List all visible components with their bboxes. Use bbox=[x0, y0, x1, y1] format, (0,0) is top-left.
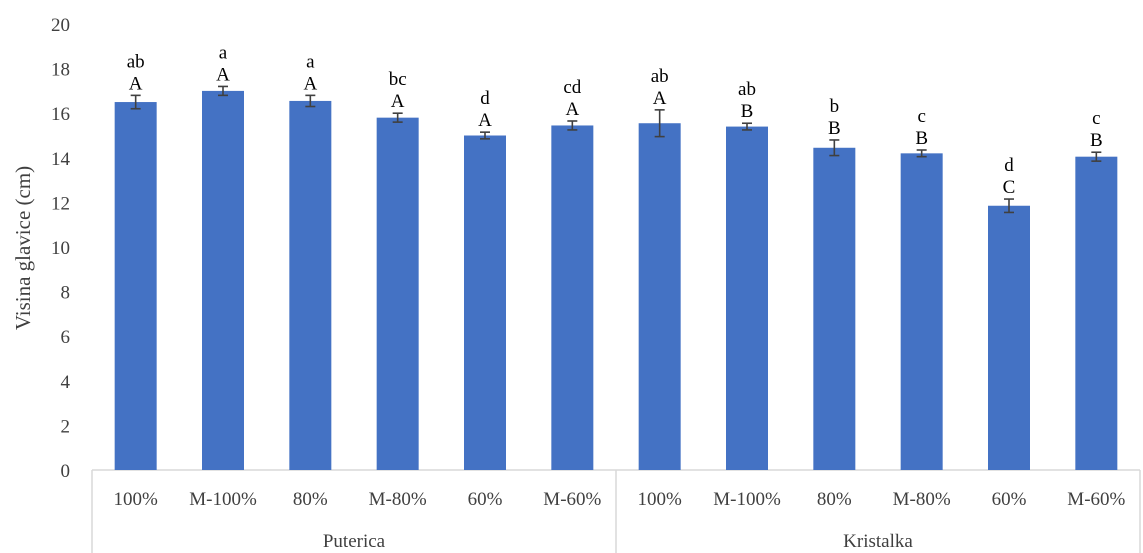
x-group-label: Puterica bbox=[323, 531, 386, 552]
x-category-label: M-100% bbox=[713, 489, 781, 510]
significance-lowercase: cd bbox=[563, 77, 581, 98]
y-tick-label: 2 bbox=[61, 416, 71, 437]
bar bbox=[726, 126, 768, 470]
significance-lowercase: a bbox=[306, 51, 315, 72]
significance-lowercase: b bbox=[830, 96, 840, 117]
y-tick-label: 14 bbox=[51, 149, 71, 170]
y-tick-label: 0 bbox=[61, 461, 71, 482]
x-category-label: M-60% bbox=[1067, 489, 1125, 510]
significance-uppercase: A bbox=[391, 91, 405, 112]
significance-uppercase: B bbox=[1090, 130, 1103, 151]
x-category-label: M-60% bbox=[543, 489, 601, 510]
bar bbox=[900, 153, 943, 470]
significance-uppercase: C bbox=[1003, 177, 1016, 198]
significance-lowercase: bc bbox=[389, 69, 407, 90]
significance-lowercase: ab bbox=[127, 51, 145, 72]
y-axis-label: Visina glavice (cm) bbox=[11, 166, 35, 330]
significance-lowercase: d bbox=[480, 88, 490, 109]
x-category-label: M-80% bbox=[893, 489, 951, 510]
x-group-label: Kristalka bbox=[843, 531, 913, 552]
x-category-label: 80% bbox=[293, 489, 328, 510]
error-bars bbox=[130, 85, 1102, 214]
y-tick-label: 8 bbox=[61, 283, 71, 304]
significance-lowercase: c bbox=[1092, 108, 1100, 129]
bar bbox=[638, 123, 681, 471]
significance-uppercase: A bbox=[303, 73, 317, 94]
y-axis-ticks: 0 2 4 6 8 10 12 14 16 18 20 bbox=[51, 15, 71, 482]
significance-uppercase: B bbox=[741, 101, 754, 122]
y-tick-label: 20 bbox=[51, 15, 70, 36]
y-tick-label: 10 bbox=[51, 238, 70, 259]
significance-lowercase: a bbox=[219, 42, 228, 63]
y-tick-label: 18 bbox=[51, 60, 70, 81]
significance-uppercase: A bbox=[216, 64, 230, 85]
y-tick-label: 6 bbox=[61, 327, 71, 348]
significance-lowercase: ab bbox=[651, 66, 669, 87]
x-category-label: 60% bbox=[992, 489, 1027, 510]
x-category-label: 100% bbox=[114, 489, 159, 510]
significance-uppercase: B bbox=[915, 128, 928, 149]
significance-lowercase: c bbox=[917, 106, 925, 127]
x-category-label: 60% bbox=[468, 489, 503, 510]
significance-uppercase: A bbox=[129, 73, 143, 94]
significance-uppercase: A bbox=[653, 88, 667, 109]
y-tick-label: 4 bbox=[61, 372, 71, 393]
significance-lowercase: ab bbox=[738, 79, 756, 100]
bar bbox=[202, 90, 244, 471]
bar bbox=[114, 102, 157, 471]
y-tick-label: 12 bbox=[51, 193, 70, 214]
y-tick-label: 16 bbox=[51, 104, 70, 125]
significance-lowercase: d bbox=[1004, 155, 1014, 176]
bar bbox=[551, 125, 594, 470]
x-category-label: M-80% bbox=[369, 489, 427, 510]
significance-uppercase: A bbox=[565, 99, 579, 120]
bar bbox=[813, 147, 856, 470]
bar bbox=[1075, 156, 1118, 470]
x-category-label: 80% bbox=[817, 489, 852, 510]
axes bbox=[91, 469, 1141, 553]
bar bbox=[464, 135, 506, 470]
x-axis-group-labels: Puterica Kristalka bbox=[323, 531, 914, 552]
bars bbox=[114, 90, 1118, 471]
x-category-label: 100% bbox=[638, 489, 683, 510]
significance-uppercase: A bbox=[478, 110, 492, 131]
bar bbox=[289, 100, 332, 470]
x-category-label: M-100% bbox=[189, 489, 257, 510]
significance-uppercase: B bbox=[828, 118, 841, 139]
bar bbox=[376, 117, 419, 470]
x-axis-category-labels: 100% M-100% 80% M-80% 60% M-60% 100% M-100% 80% M… bbox=[114, 489, 1126, 510]
bar bbox=[988, 205, 1030, 470]
